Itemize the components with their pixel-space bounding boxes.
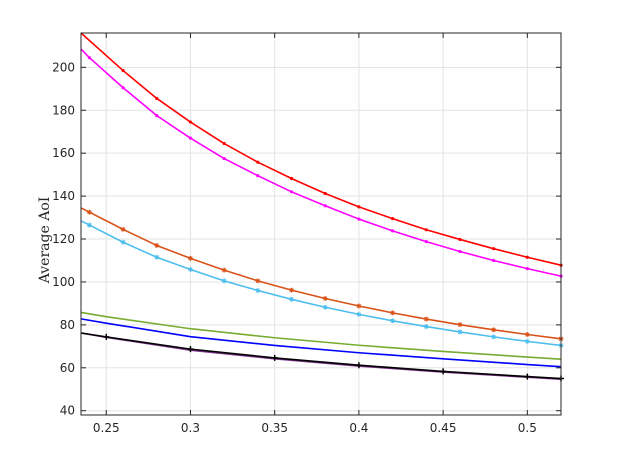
data-point [356,311,362,317]
data-point [187,255,193,261]
data-point [390,229,395,233]
y-tick-label: 140 [52,189,75,203]
series-line [80,318,562,368]
data-point [390,217,395,221]
data-point [222,141,226,146]
series-6 [80,318,562,368]
series-layer [80,32,564,382]
data-point [390,318,396,324]
data-point [322,295,328,301]
y-tick-label: 40 [60,404,75,418]
data-point [289,190,294,194]
data-point [256,160,260,164]
data-point [289,287,295,293]
data-point [121,86,125,90]
series-line [80,311,562,360]
x-tick-label: 0.5 [518,421,537,435]
series-1 [80,32,563,267]
series-line [80,332,562,380]
data-point [222,156,226,161]
y-tick-label: 180 [52,103,75,117]
data-point [155,96,159,101]
y-axis-label: Average AoI [37,197,53,285]
data-point [492,247,496,251]
data-point [187,346,194,353]
x-tick-label: 0.25 [93,421,120,435]
data-point [357,217,361,221]
series-5 [80,311,562,360]
y-tick-label: 100 [52,275,75,289]
x-tick-label: 0.35 [261,421,288,435]
data-point [255,278,261,284]
data-point [491,327,497,333]
data-point [120,226,126,232]
x-tick-label: 0.3 [181,421,200,435]
data-point [323,191,327,196]
data-point [525,255,529,259]
data-point [289,176,294,181]
grid [81,33,561,415]
data-point [188,120,193,124]
y-tick-label: 60 [60,361,75,375]
x-tick-label: 0.45 [430,421,457,435]
series-4 [80,220,564,348]
data-point [187,266,193,272]
data-point [121,68,125,73]
data-point [103,333,110,340]
data-point [322,304,328,310]
series-line [80,220,562,347]
data-point [289,296,295,302]
data-point [440,368,447,375]
data-point [492,258,496,263]
series-line [80,332,562,380]
data-point [120,239,126,245]
data-point [221,278,227,284]
data-point [86,209,92,215]
data-point [255,288,261,294]
data-point [357,205,361,209]
data-point [524,332,530,338]
data-point [423,316,429,322]
data-point [256,174,260,178]
data-point [271,354,278,361]
series-7 [80,332,562,380]
data-point [323,204,327,208]
x-tick-label: 0.4 [349,421,368,435]
data-point [154,254,160,260]
data-point [458,249,462,254]
data-point [423,324,429,330]
data-point [424,239,428,244]
data-point [390,310,396,316]
y-tick-label: 160 [52,146,75,160]
data-point [87,56,92,60]
data-point [424,228,428,232]
data-point [524,338,530,344]
data-point [525,267,529,271]
plot-frame [80,32,562,416]
series-2 [80,48,563,278]
data-point [491,334,497,340]
data-point [457,329,463,335]
data-point [457,322,463,328]
data-point [155,114,159,118]
y-tick-label: 80 [60,318,75,332]
y-tick-label: 120 [52,232,75,246]
data-point [458,237,462,242]
data-point [86,222,92,228]
y-tick-label: 200 [52,60,75,74]
series-8 [80,332,564,382]
data-point [356,303,362,309]
data-point [154,242,160,248]
data-point [221,267,227,273]
series-3 [80,207,564,342]
data-point [355,362,362,369]
series-line [80,207,562,340]
data-point [524,373,531,380]
axes: 0.25 0.3 0.35 0.4 0.45 0.5 40 60 80 100 120 140 160 1… [52,32,562,435]
series-line [80,48,562,277]
data-point [188,136,193,140]
